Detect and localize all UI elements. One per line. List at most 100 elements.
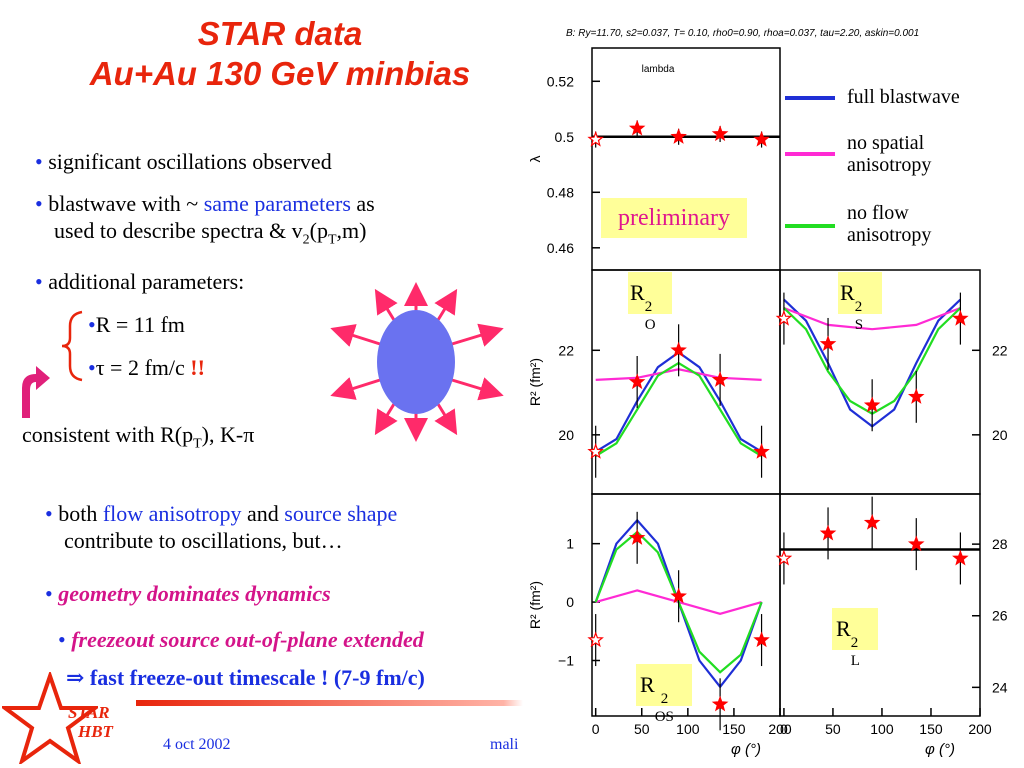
Rl2-data-point	[952, 549, 969, 566]
Ros2-xtick-label: 200	[768, 721, 792, 737]
Ro2-ytick-label: 22	[558, 342, 574, 358]
ros2-label: R 2 OS	[636, 664, 692, 725]
Ro2-ylabel: R² (fm²)	[527, 358, 543, 406]
ros2-r: R	[640, 672, 655, 697]
Rs2-data-point	[775, 309, 793, 326]
source-ellipse-diagram	[330, 282, 504, 442]
Ro2-frame	[591, 269, 781, 495]
bullet-3-text: additional parameters:	[48, 269, 245, 294]
flow-anisotropy-text: flow anisotropy	[102, 501, 242, 526]
legend-swatch-nospatial	[785, 152, 835, 156]
Rl2-ytick-label: 26	[992, 608, 1008, 624]
Ros2-xtick-label: 50	[634, 721, 650, 737]
consistent-post: ), K-π	[201, 422, 255, 447]
r-parameter: •R = 11 fm	[88, 312, 185, 337]
slide-title: STAR data Au+Au 130 GeV minbias	[30, 14, 530, 94]
rl2-r: R	[836, 616, 851, 641]
rs2-sup: 2	[854, 299, 863, 315]
legend-noflow-line1: no flow	[847, 202, 909, 224]
footer-author: mali	[490, 736, 519, 753]
Rl2-frame	[779, 493, 981, 717]
Rs2-data-point	[863, 396, 881, 413]
rs2-r: R	[840, 280, 855, 305]
bullet-5: • geometry dominates dynamics	[45, 581, 331, 606]
Ros2-ylabel: R² (fm²)	[527, 581, 543, 629]
Rl2-xtick-label: 0	[780, 721, 788, 737]
Ros2-data-point	[711, 695, 729, 712]
flow-arrows	[330, 282, 504, 442]
lambda-data-point	[628, 119, 646, 136]
Rl2-xtick-label: 150	[919, 721, 943, 737]
Ros2-ytick-label: 0	[566, 594, 574, 610]
logo-line-2: HBT	[78, 722, 113, 741]
Rl2-xlabel: φ (°)	[925, 741, 955, 758]
bullet-4-pre: both	[58, 501, 98, 526]
lambda-ylabel: λ	[527, 156, 543, 163]
ros2-sup: 2	[660, 691, 669, 707]
logo-line-1: STAR	[68, 703, 110, 722]
bullet-4-and: and	[247, 501, 279, 526]
Ros2-data-point	[670, 587, 687, 604]
Ros2-xtick-label: 0	[592, 721, 600, 737]
Rl2-ytick-label: 28	[992, 536, 1008, 552]
no-flow-curve	[595, 361, 763, 457]
Ro2-ytick-label: 20	[558, 427, 574, 443]
Rs2-data-point	[819, 335, 837, 351]
bullet-2-paren: (p	[309, 218, 328, 243]
star-logo-text: STAR HBT	[68, 703, 113, 741]
legend-nospatial-label: no spatial anisotropy	[847, 132, 931, 176]
lambda-ytick-label: 0.52	[547, 73, 574, 89]
bullet-1-text: significant oscillations observed	[48, 149, 332, 174]
no-spatial-curve	[783, 306, 961, 331]
lambda-ytick-label: 0.46	[547, 240, 574, 256]
lambda-data-point	[587, 130, 604, 147]
footer-bar	[136, 700, 523, 706]
Rl2-xtick-label: 50	[825, 721, 841, 737]
ro2-sub: O	[644, 317, 656, 333]
bullet-1: • significant oscillations observed	[35, 149, 332, 174]
preliminary-label: preliminary	[601, 198, 747, 238]
v2-subscript: 2	[302, 232, 310, 248]
Ro2-data-point	[753, 442, 770, 459]
legend-nospatial-line2: anisotropy	[847, 154, 932, 176]
Ro2-data-point	[628, 373, 646, 390]
Rs2-ytick-label: 20	[992, 427, 1008, 443]
Ros2-data-point	[628, 529, 646, 545]
tau-exclaim: !!	[190, 355, 205, 380]
bullet-5-text: geometry dominates dynamics	[58, 581, 331, 606]
title-line-2: Au+Au 130 GeV minbias	[89, 55, 471, 92]
tau-parameter: •τ = 2 fm/c !!	[88, 355, 205, 380]
Rl2-xtick-label: 100	[870, 721, 894, 737]
bullet-2-line2: used to describe spectra & v	[54, 218, 303, 243]
Rl2-data-point	[819, 524, 837, 541]
lambda-inner-label: lambda	[642, 64, 675, 75]
ros2-sub: OS	[654, 709, 674, 725]
Rs2-ytick-label: 22	[992, 342, 1008, 358]
bullet-4-line2: contribute to oscillations, but…	[64, 528, 343, 553]
r-parameter-text: R = 11 fm	[95, 312, 185, 337]
legend-full-label: full blastwave	[847, 86, 960, 108]
source-ellipse	[377, 310, 455, 414]
hbt-figure: B: Ry=11.70, s2=0.037, T= 0.10, rho0=0.9…	[527, 28, 1008, 758]
Ros2-xtick-label: 150	[722, 721, 746, 737]
Ro2-data-point	[670, 341, 687, 358]
Ros2-data-point	[587, 631, 604, 648]
left-brace-icon	[61, 310, 83, 382]
lambda-ytick-label: 0.5	[555, 129, 575, 145]
consistent-pre: consistent with R(p	[22, 422, 194, 447]
Ro2-data-point	[711, 371, 729, 387]
Ros2-xtick-label: 100	[676, 721, 700, 737]
legend-swatch-full	[785, 96, 835, 100]
rl2-sub: L	[850, 653, 860, 669]
Rl2-ytick-label: 24	[992, 679, 1008, 695]
legend-swatch-noflow	[785, 224, 835, 228]
Rl2-xtick-label: 200	[968, 721, 992, 737]
rs2-sub: S	[854, 317, 864, 333]
Ros2-xlabel: φ (°)	[731, 741, 761, 758]
legend-noflow-line2: anisotropy	[847, 224, 932, 246]
bullet-3: • additional parameters:	[35, 269, 245, 294]
rl2-sup: 2	[850, 635, 859, 651]
Rs2-data-point	[952, 309, 969, 326]
title-line-1: STAR data	[197, 15, 363, 52]
